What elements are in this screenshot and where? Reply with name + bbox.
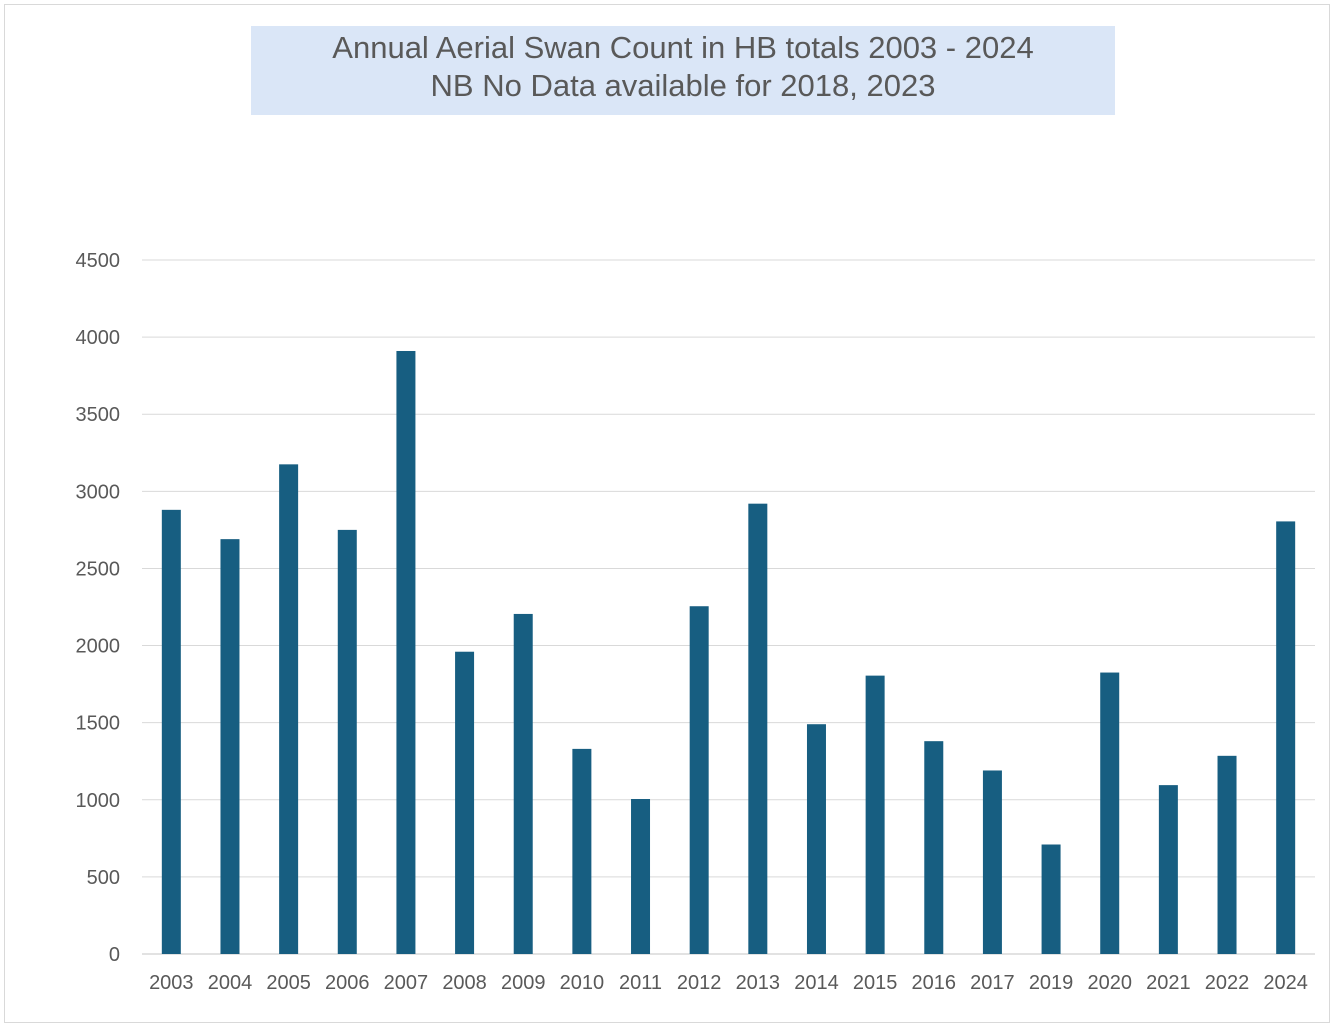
- y-tick-label: 2000: [76, 636, 121, 658]
- bar-2021: [1158, 785, 1178, 954]
- y-tick-label: 1500: [76, 713, 121, 735]
- x-tick-label: 2019: [1029, 972, 1074, 994]
- x-tick-label: 2017: [970, 972, 1015, 994]
- x-tick-label: 2020: [1087, 972, 1132, 994]
- x-tick-label: 2012: [677, 972, 722, 994]
- bar-2012: [689, 606, 709, 954]
- bar-2007: [396, 350, 416, 955]
- x-tick-label: 2007: [384, 972, 429, 994]
- bar-2024: [1276, 521, 1296, 954]
- x-axis-labels: 2003 2004 2005 2006 2007 2008 2009 2010 2011 2012…: [149, 972, 1308, 994]
- bar-2019: [1041, 844, 1061, 954]
- y-tick-label: 3500: [76, 404, 121, 426]
- bar-2015: [865, 675, 885, 954]
- bar-2022: [1217, 755, 1237, 954]
- chart-title: Annual Aerial Swan Count in HB totals 20…: [332, 30, 1034, 65]
- x-tick-label: 2011: [619, 972, 662, 994]
- y-tick-label: 3000: [76, 481, 121, 503]
- bar-2009: [513, 613, 533, 954]
- gridlines: [142, 259, 1315, 955]
- x-tick-label: 2004: [208, 972, 253, 994]
- y-tick-label: 4000: [76, 327, 121, 349]
- chart-frame: [4, 4, 1330, 1023]
- x-tick-label: 2024: [1263, 972, 1308, 994]
- x-tick-label: 2003: [149, 972, 194, 994]
- x-tick-label: 2015: [853, 972, 898, 994]
- x-tick-label: 2008: [442, 972, 487, 994]
- bar-2004: [220, 539, 240, 954]
- y-tick-label: 500: [87, 867, 120, 889]
- x-tick-label: 2022: [1205, 972, 1250, 994]
- y-tick-label: 1000: [76, 790, 121, 812]
- chart-subtitle: NB No Data available for 2018, 2023: [430, 68, 936, 103]
- x-tick-label: 2014: [794, 972, 839, 994]
- y-axis-labels: 0 500 1000 1500 2000 2500 3000 3500 4000 4500: [76, 250, 121, 966]
- y-tick-label: 0: [109, 944, 120, 966]
- bar-2014: [806, 724, 826, 954]
- chart-title-box: Annual Aerial Swan Count in HB totals 20…: [251, 26, 1115, 115]
- bar-2005: [279, 464, 299, 954]
- y-tick-label: 2500: [76, 558, 121, 580]
- y-tick-label: 4500: [76, 250, 121, 272]
- x-tick-label: 2009: [501, 972, 546, 994]
- x-tick-label: 2010: [560, 972, 605, 994]
- bar-2017: [982, 770, 1002, 954]
- bar-2020: [1100, 672, 1120, 954]
- bars: [161, 350, 1296, 955]
- x-tick-label: 2006: [325, 972, 370, 994]
- x-tick-label: 2021: [1146, 972, 1191, 994]
- bar-2013: [748, 503, 768, 954]
- bar-2008: [455, 651, 475, 954]
- bar-2011: [631, 799, 651, 954]
- bar-2006: [337, 529, 357, 954]
- x-tick-label: 2005: [266, 972, 311, 994]
- x-tick-label: 2013: [736, 972, 781, 994]
- bar-2016: [924, 741, 944, 954]
- bar-2010: [572, 748, 592, 954]
- x-tick-label: 2016: [912, 972, 957, 994]
- bar-2003: [161, 509, 181, 954]
